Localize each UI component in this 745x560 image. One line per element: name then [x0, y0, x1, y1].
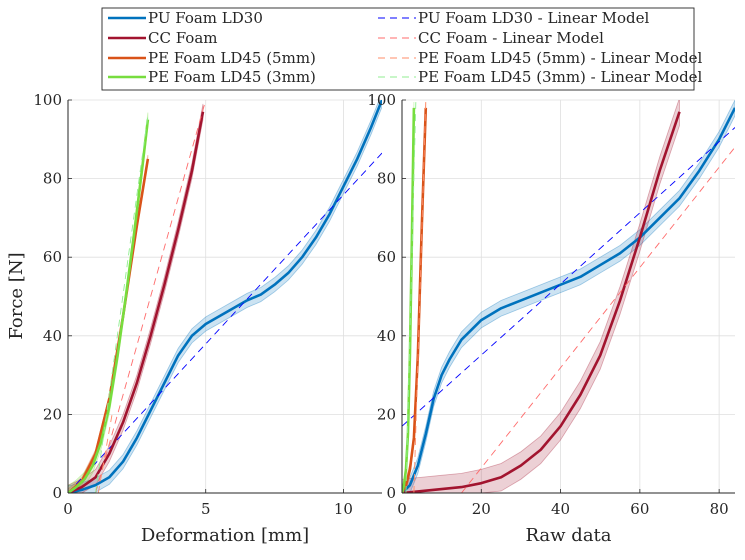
right-y-tick-label-3: 60: [377, 248, 396, 266]
right-series-pe-foam-ld45-5mm-linear-model: [413, 100, 427, 493]
right-y-tick-label-5: 100: [367, 91, 396, 109]
right-x-tick-label-0: 0: [397, 500, 407, 518]
right-x-tick-label-2: 40: [551, 500, 570, 518]
legend-label-pu-foam-ld30-linear-model: PU Foam LD30 - Linear Model: [418, 9, 650, 27]
right-bands: [402, 100, 735, 493]
right-series-pu-foam-ld30: [402, 107, 735, 493]
right-x-tick-label-3: 60: [630, 500, 649, 518]
left-x-axis-label: Deformation [mm]: [141, 525, 309, 546]
right-x-axis-label: Raw data: [525, 525, 611, 546]
left-x-tick-label-2: 10: [334, 500, 353, 518]
legend-label-pe-foam-ld45-5mm: PE Foam LD45 (5mm): [148, 49, 316, 67]
right-axes: 0 20 40 60 80 0 20 40 60 80 100: [367, 91, 735, 518]
right-panel: 0 20 40 60 80 0 20 40 60 80 100 Raw data: [367, 91, 735, 546]
right-series: [402, 100, 735, 493]
left-y-axis-label: Force [N]: [6, 252, 27, 339]
right-y-tick-label-2: 40: [377, 327, 396, 345]
right-series-pe-foam-ld45-3mm-linear-model: [405, 100, 417, 493]
right-series-cc-foam: [402, 111, 681, 493]
legend-label-cc-foam: CC Foam: [148, 29, 218, 47]
left-y-tick-label-0: 0: [52, 484, 62, 502]
left-y-tick-label-3: 60: [43, 248, 62, 266]
right-series-pu-foam-ld30-linear-model: [402, 127, 735, 427]
left-series-pu-foam-ld30-linear-model: [68, 152, 382, 493]
right-y-tick-label-4: 80: [377, 170, 396, 188]
right-grid: [401, 99, 735, 494]
left-series-cc-foam-linear-model: [95, 100, 207, 493]
left-bands: [68, 100, 382, 493]
left-series-pe-foam-ld45-3mm: [68, 119, 150, 493]
right-band-cc-foam: [402, 100, 680, 493]
left-series-cc-foam: [68, 111, 205, 493]
legend-label-cc-foam-linear-model: CC Foam - Linear Model: [418, 29, 604, 47]
right-x-tick-label-1: 20: [472, 500, 491, 518]
legend-box: [101, 7, 695, 91]
left-y-tick-label-4: 80: [43, 170, 62, 188]
left-series-pu-foam-ld30: [68, 100, 382, 493]
left-band-cc-foam: [68, 103, 204, 493]
left-series-pe-foam-ld45-5mm-linear-model: [97, 414, 113, 493]
left-series-pe-foam-ld45-3mm-linear-model: [95, 115, 149, 493]
right-x-tick-label-4: 80: [710, 500, 729, 518]
left-x-tick-label-0: 0: [63, 500, 73, 518]
left-series: [68, 100, 382, 493]
left-band-pu-foam-ld30: [68, 100, 382, 493]
legend-label-pe-foam-ld45-3mm-linear-model: PE Foam LD45 (3mm) - Linear Model: [418, 68, 703, 86]
right-series-pe-foam-ld45-3mm: [402, 107, 416, 493]
left-y-tick-label-2: 40: [43, 327, 62, 345]
left-x-tick-label-1: 5: [201, 500, 211, 518]
left-y-tick-label-5: 100: [33, 91, 62, 109]
legend-label-pe-foam-ld45-5mm-linear-model: PE Foam LD45 (5mm) - Linear Model: [418, 49, 703, 67]
legend-label-pu-foam-ld30: PU Foam LD30: [148, 9, 263, 27]
right-series-cc-foam-linear-model: [461, 146, 735, 493]
right-band-pu-foam-ld30: [402, 100, 735, 493]
right-y-tick-label-0: 0: [386, 484, 396, 502]
legend-label-pe-foam-ld45-3mm: PE Foam LD45 (3mm): [148, 68, 316, 86]
right-y-tick-label-1: 20: [377, 405, 396, 423]
left-y-tick-label-1: 20: [43, 405, 62, 423]
